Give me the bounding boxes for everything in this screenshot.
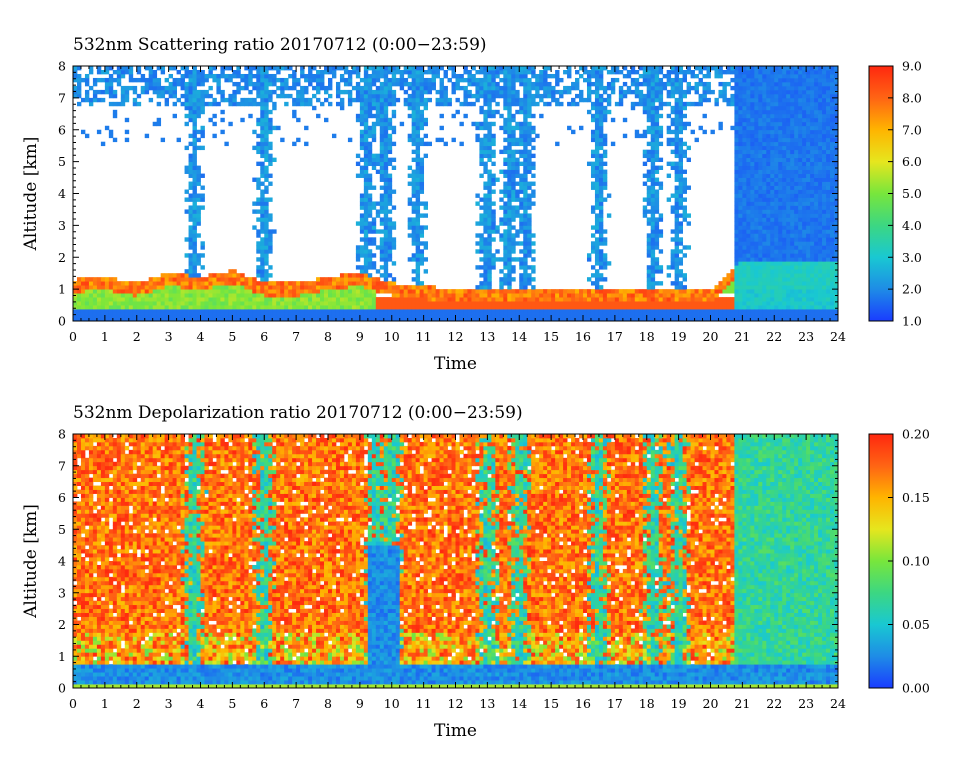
y-tick-label: 4 xyxy=(58,554,66,569)
x-tick-label: 7 xyxy=(292,696,300,711)
colorbar-tick-label: 3.0 xyxy=(902,250,922,265)
x-tick-label: 24 xyxy=(830,696,846,711)
x-tick-label: 19 xyxy=(671,696,687,711)
x-tick-label: 9 xyxy=(356,329,364,344)
colorbar-tick-label: 0.10 xyxy=(902,554,930,569)
x-tick-label: 14 xyxy=(511,329,527,344)
x-tick-label: 0 xyxy=(69,329,77,344)
x-tick-label: 13 xyxy=(479,696,495,711)
x-tick-label: 21 xyxy=(734,329,750,344)
x-tick-label: 9 xyxy=(356,696,364,711)
y-tick-label: 1 xyxy=(58,282,66,297)
x-tick-label: 22 xyxy=(766,329,782,344)
x-tick-label: 2 xyxy=(133,329,141,344)
colorbar-tick-label: 9.0 xyxy=(902,59,922,74)
x-tick-label: 3 xyxy=(165,329,173,344)
x-tick-label: 1 xyxy=(101,696,109,711)
x-tick-label: 16 xyxy=(575,696,591,711)
panel-dp: 532nm Depolarization ratio 20170712 (0:0… xyxy=(21,403,930,741)
x-tick-label: 23 xyxy=(798,696,814,711)
y-tick-label: 2 xyxy=(58,250,66,265)
colorbar-tick-label: 0.00 xyxy=(902,681,930,696)
x-tick-label: 11 xyxy=(416,329,432,344)
y-tick-label: 5 xyxy=(58,522,66,537)
colorbar: 1.0 2.0 3.0 4.0 5.0 6.0 7.0 8.0 9.0 xyxy=(868,59,922,329)
colorbar-tick-label: 7.0 xyxy=(902,122,922,137)
x-tick-label: 14 xyxy=(511,696,527,711)
colorbar-tick-label: 1.0 xyxy=(902,314,922,329)
colorbar-tick-label: 2.0 xyxy=(902,282,922,297)
y-tick-label: 4 xyxy=(58,186,66,201)
y-tick-label: 3 xyxy=(58,585,66,600)
colorbar-tick-label: 0.05 xyxy=(902,617,930,632)
x-tick-label: 20 xyxy=(703,696,719,711)
x-tick-label: 8 xyxy=(324,329,332,344)
y-tick-label: 6 xyxy=(58,490,66,505)
x-tick-label: 12 xyxy=(448,329,464,344)
y-axis-label: Altitude [km] xyxy=(21,137,41,252)
x-tick-label: 16 xyxy=(575,329,591,344)
x-tick-label: 23 xyxy=(798,329,814,344)
colorbar: 0.00 0.05 0.10 0.15 0.20 xyxy=(868,427,930,696)
x-tick-label: 2 xyxy=(133,696,141,711)
x-tick-label: 19 xyxy=(671,329,687,344)
x-tick-label: 15 xyxy=(543,696,559,711)
colorbar-tick-label: 6.0 xyxy=(902,154,922,169)
y-tick-label: 3 xyxy=(58,218,66,233)
x-tick-label: 12 xyxy=(448,696,464,711)
y-tick-label: 8 xyxy=(58,427,66,442)
x-tick-label: 18 xyxy=(639,696,655,711)
y-tick-label: 7 xyxy=(58,90,66,105)
y-tick-label: 5 xyxy=(58,154,66,169)
x-tick-label: 20 xyxy=(703,329,719,344)
chart-title: 532nm Scattering ratio 20170712 (0:00−23… xyxy=(73,35,487,55)
x-tick-label: 7 xyxy=(292,329,300,344)
x-tick-label: 4 xyxy=(197,329,205,344)
colorbar-tick-label: 5.0 xyxy=(902,186,922,201)
x-tick-label: 11 xyxy=(416,696,432,711)
x-tick-label: 6 xyxy=(260,329,268,344)
x-tick-label: 18 xyxy=(639,329,655,344)
x-axis-label: Time xyxy=(434,354,477,374)
y-tick-label: 6 xyxy=(58,122,66,137)
x-tick-label: 4 xyxy=(197,696,205,711)
x-tick-label: 10 xyxy=(384,329,400,344)
x-tick-label: 1 xyxy=(101,329,109,344)
colorbar-tick-label: 0.20 xyxy=(902,427,930,442)
x-tick-label: 21 xyxy=(734,696,750,711)
y-tick-label: 0 xyxy=(58,681,66,696)
colorbar-tick-label: 4.0 xyxy=(902,218,922,233)
x-tick-label: 8 xyxy=(324,696,332,711)
x-tick-label: 22 xyxy=(766,696,782,711)
x-tick-label: 15 xyxy=(543,329,559,344)
x-tick-label: 24 xyxy=(830,329,846,344)
x-tick-label: 17 xyxy=(607,696,623,711)
y-tick-label: 1 xyxy=(58,649,66,664)
y-tick-label: 0 xyxy=(58,314,66,329)
x-tick-label: 13 xyxy=(479,329,495,344)
x-tick-label: 3 xyxy=(165,696,173,711)
x-tick-label: 5 xyxy=(228,696,236,711)
y-tick-label: 7 xyxy=(58,458,66,473)
x-tick-label: 5 xyxy=(228,329,236,344)
x-tick-label: 6 xyxy=(260,696,268,711)
x-tick-label: 17 xyxy=(607,329,623,344)
heatmap-field xyxy=(73,434,839,689)
x-axis-label: Time xyxy=(434,721,477,741)
y-tick-label: 2 xyxy=(58,617,66,632)
y-axis-label: Altitude [km] xyxy=(21,504,41,619)
chart-title: 532nm Depolarization ratio 20170712 (0:0… xyxy=(73,403,523,423)
panel-sr: 532nm Scattering ratio 20170712 (0:00−23… xyxy=(21,35,922,374)
y-tick-label: 8 xyxy=(58,59,66,74)
colorbar-tick-label: 0.15 xyxy=(902,490,930,505)
x-tick-label: 10 xyxy=(384,696,400,711)
heatmap-field xyxy=(73,66,839,322)
x-tick-label: 0 xyxy=(69,696,77,711)
colorbar-tick-label: 8.0 xyxy=(902,90,922,105)
